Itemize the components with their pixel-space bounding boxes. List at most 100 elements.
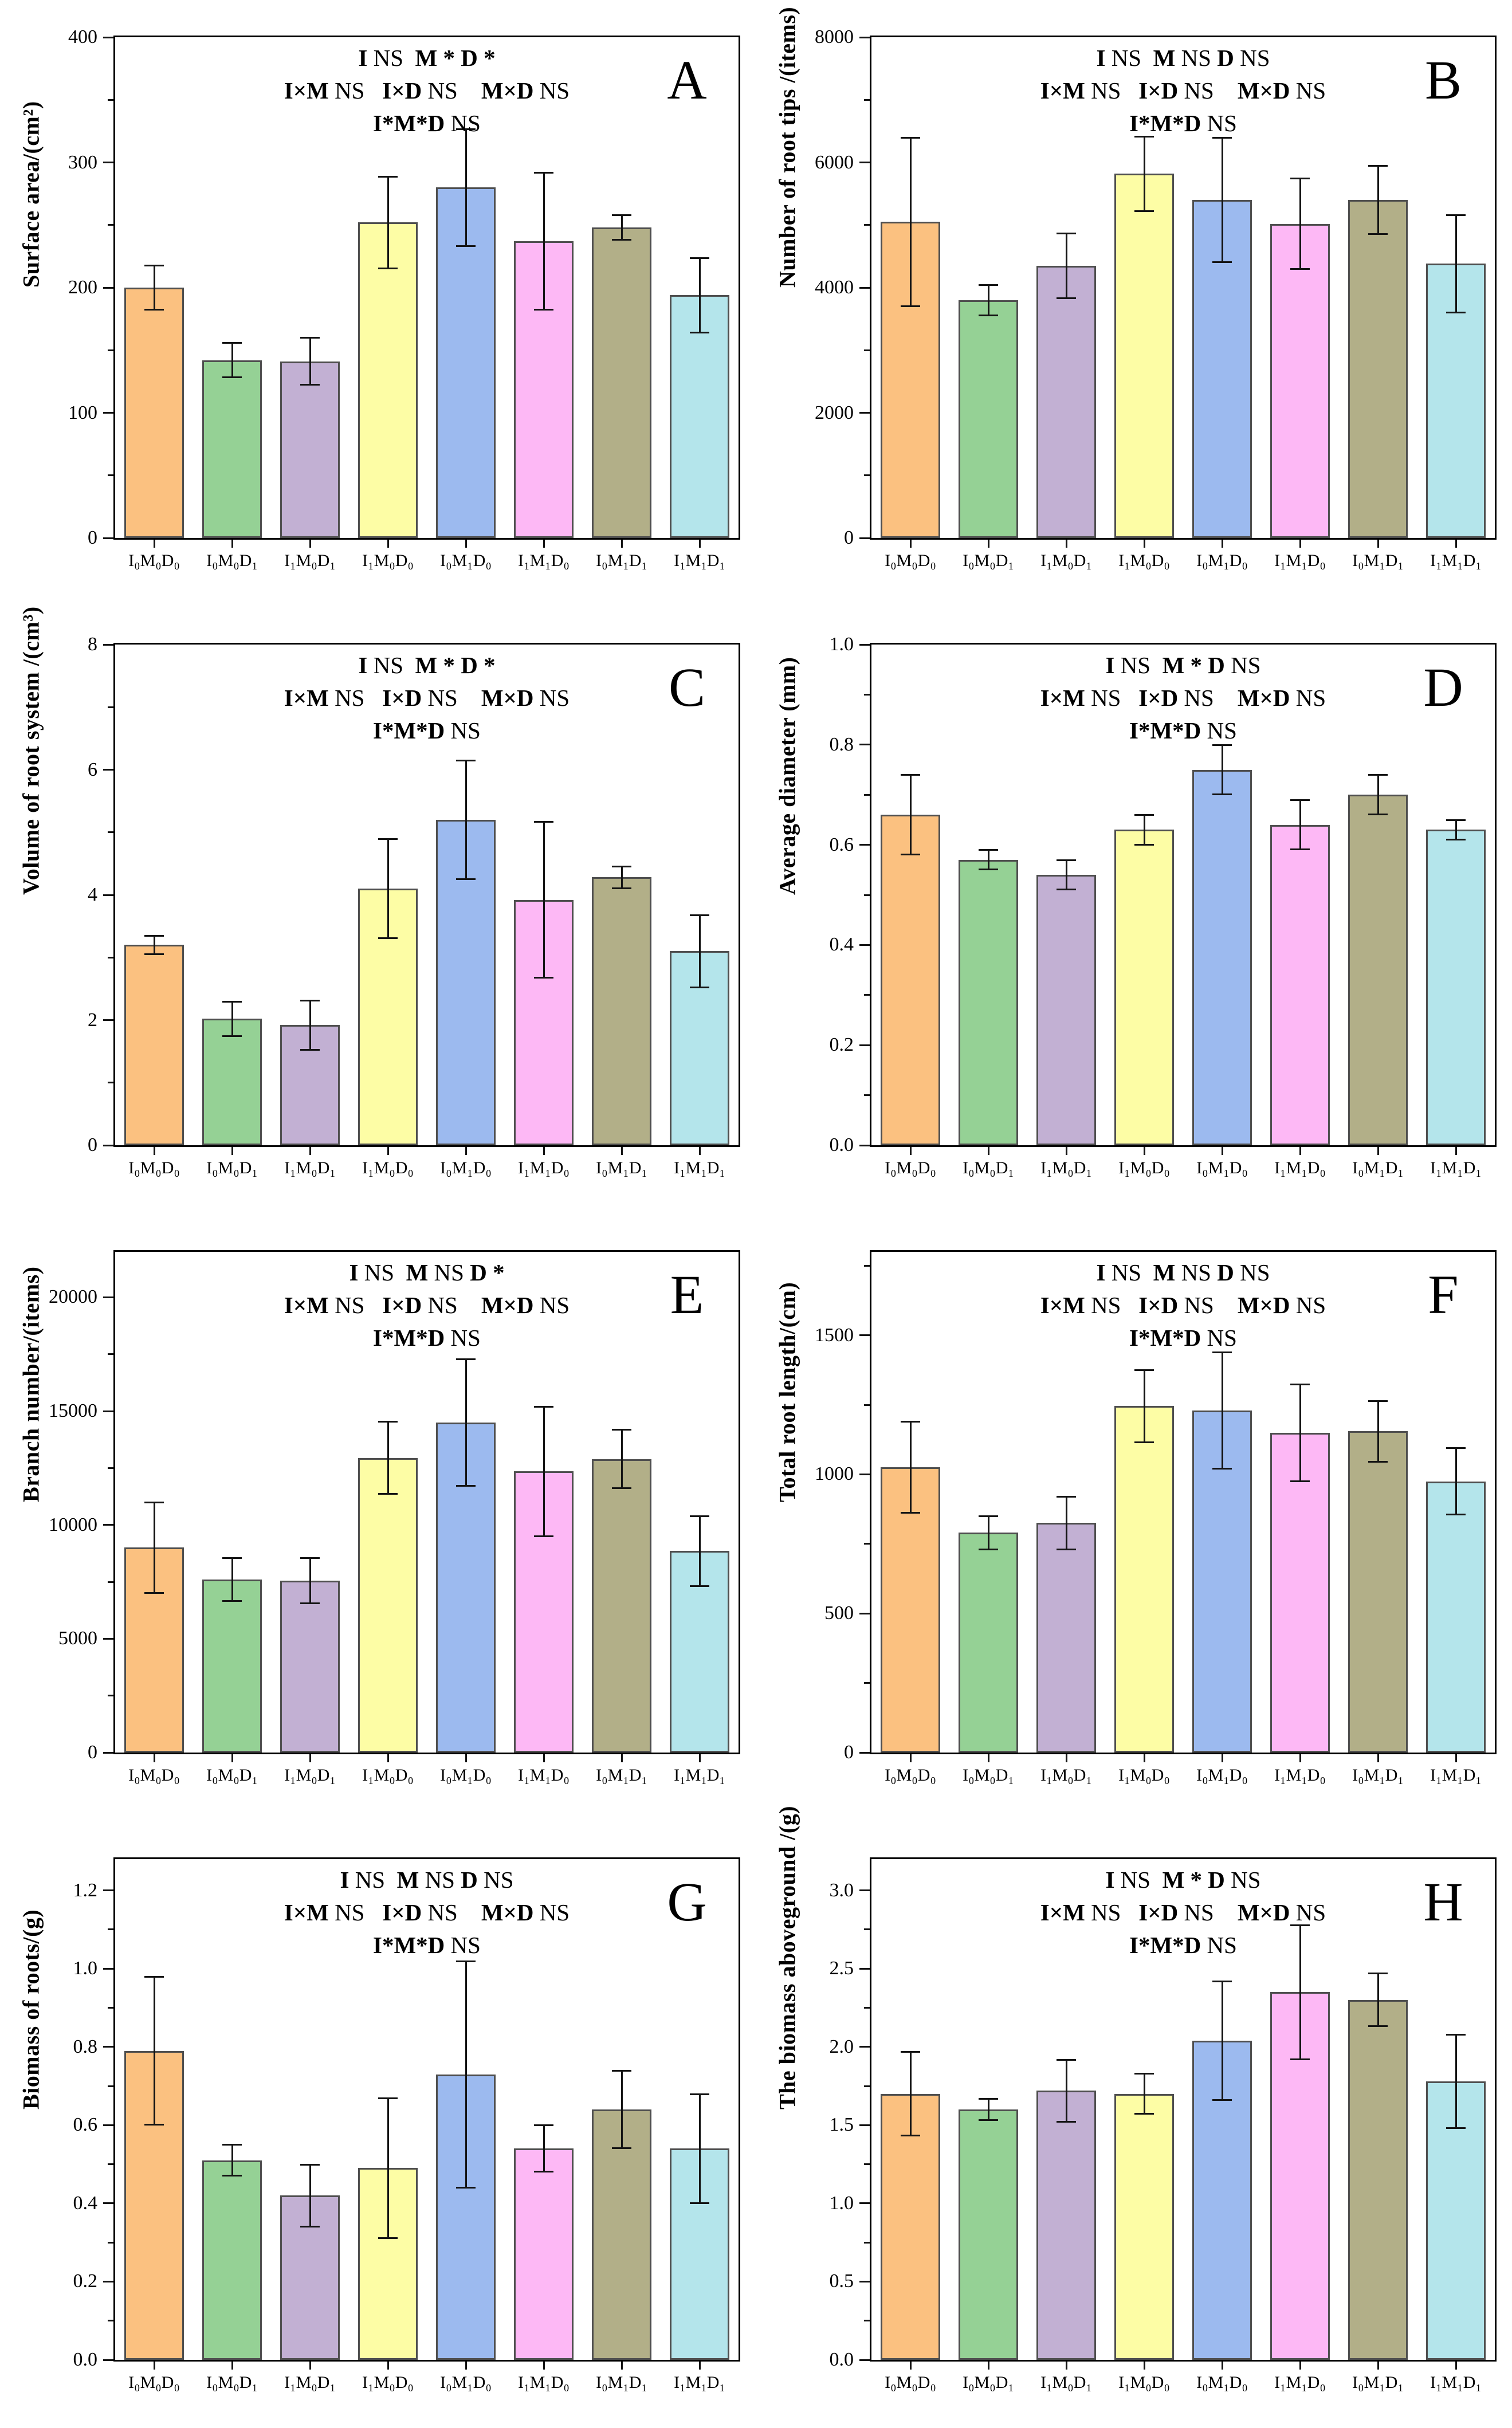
sig-factor: * — [484, 45, 496, 71]
error-bar-cap-top — [690, 914, 709, 916]
error-bar-cap-top — [1446, 1447, 1466, 1449]
error-bar-cap-bottom — [456, 1485, 476, 1487]
error-bar-cap-bottom — [1446, 838, 1466, 840]
y-tick-label: 1.0 — [829, 2192, 854, 2214]
error-bar-cap-top — [1057, 232, 1076, 234]
x-tick — [1299, 540, 1301, 548]
y-minor-tick — [108, 2320, 113, 2322]
bar-I₀M₀D₁ — [202, 1019, 262, 1145]
x-tick — [909, 1147, 912, 1155]
error-bar-cap-bottom — [901, 1512, 920, 1514]
error-bar — [987, 284, 989, 316]
significance-line: I×M NS I×D NS M×D NS — [115, 74, 739, 107]
sig-factor: M×D — [481, 685, 540, 711]
y-minor-tick — [864, 1682, 870, 1684]
error-bar-cap-bottom — [1290, 2058, 1310, 2060]
y-major-tick — [103, 2202, 113, 2205]
y-minor-tick — [108, 956, 113, 958]
bar-I₁M₁D₁ — [1426, 830, 1486, 1145]
y-tick-label: 0.8 — [73, 2036, 98, 2057]
x-tick — [1377, 1754, 1379, 1762]
y-major-tick — [859, 1473, 870, 1475]
error-bar-cap-top — [1290, 1383, 1310, 1385]
error-bar-cap-bottom — [979, 1548, 998, 1550]
sig-ns: NS — [335, 1899, 383, 1926]
error-bar-cap-bottom — [1212, 793, 1232, 796]
y-minor-tick — [108, 224, 113, 226]
y-tick-label: 1.0 — [73, 1958, 98, 1979]
sig-ns: NS — [335, 77, 383, 104]
error-bar-cap-top — [690, 1515, 709, 1517]
error-bar-cap-bottom — [1057, 2120, 1076, 2123]
error-bar-cap-top — [534, 171, 553, 174]
error-bar — [909, 1421, 912, 1514]
y-tick-label: 8 — [88, 634, 97, 655]
panel-E-chart: 0 5000 10000 15000 20000 I₀M₀D₀ I₀M₀D₁ I₁M₀D₁ I₁… — [0, 1215, 756, 1821]
y-major-tick — [103, 1410, 113, 1412]
x-tick-label: I₀M₁D₀ — [1196, 2373, 1248, 2392]
x-tick-label: I₀M₀D₀ — [128, 2373, 180, 2392]
y-minor-tick — [108, 1928, 113, 1931]
y-tick-label: 0.6 — [73, 2114, 98, 2136]
x-tick — [909, 540, 912, 548]
significance-annotation: I NS M NS D NS I×M NS I×D NS M×D NS I*M*D … — [115, 1864, 739, 1962]
error-bar-cap-bottom — [1057, 889, 1076, 891]
error-bar-cap-bottom — [690, 986, 709, 988]
x-tick-label: I₀M₀D₁ — [963, 551, 1014, 570]
sig-factor: I×M — [1040, 1292, 1091, 1318]
sig-ns: NS — [1181, 45, 1218, 71]
panel-A-chart: 0 100 200 300 400 I₀M₀D₀ I₀M₀D₁ I₁M₀D₁ I₁M₀D₀ I₀M… — [0, 0, 756, 606]
sig-ns: NS — [373, 652, 415, 678]
sig-factor: I*M*D — [373, 1325, 451, 1351]
x-tick-label: I₀M₁D₀ — [440, 2373, 492, 2392]
y-major-tick — [103, 1967, 113, 1970]
sig-factor: I — [358, 652, 374, 678]
x-tick — [465, 1754, 467, 1762]
sig-ns: NS — [434, 1259, 470, 1286]
x-tick — [698, 1754, 701, 1762]
y-minor-tick — [864, 1264, 870, 1267]
x-tick — [1455, 540, 1457, 548]
error-bar-cap-bottom — [378, 2237, 398, 2240]
x-tick-label: I₀M₀D₁ — [963, 2373, 1014, 2392]
error-bar — [465, 1961, 467, 2188]
y-tick-label: 0 — [88, 1134, 97, 1156]
sig-factor: I×D — [382, 77, 428, 104]
x-tick-label: I₁M₁D₀ — [1274, 551, 1326, 570]
sig-factor: I×M — [1040, 685, 1091, 711]
x-tick — [543, 1147, 545, 1155]
error-bar-cap-bottom — [1446, 2127, 1466, 2129]
error-bar-cap-top — [1368, 774, 1388, 776]
error-bar — [387, 176, 389, 269]
error-bar — [387, 2097, 389, 2239]
x-tick — [465, 1147, 467, 1155]
significance-line: I*M*D NS — [115, 714, 739, 747]
error-bar-cap-top — [1134, 1369, 1154, 1372]
error-bar-cap-top — [979, 284, 998, 286]
error-bar-cap-top — [1290, 799, 1310, 801]
bar-I₁M₁D₀ — [514, 2148, 574, 2360]
x-tick — [387, 1754, 389, 1762]
y-minor-tick — [864, 2320, 870, 2322]
significance-line: I NS M * D * — [115, 42, 739, 74]
error-bar-cap-top — [144, 1502, 164, 1503]
sig-factor: M×D — [1237, 685, 1296, 711]
bar-I₀M₀D₁ — [959, 1533, 1018, 1753]
y-minor-tick — [864, 1094, 870, 1097]
error-bar-cap-top — [1212, 1351, 1232, 1353]
significance-line: I×M NS I×D NS M×D NS — [871, 1289, 1495, 1322]
error-bar-cap-top — [1290, 1924, 1310, 1926]
y-major-tick — [859, 2202, 870, 2205]
x-tick-label: I₁M₁D₀ — [1274, 1158, 1326, 1177]
error-bar — [153, 936, 155, 954]
error-bar — [1299, 799, 1301, 850]
sig-factor: I×M — [1040, 77, 1091, 104]
x-tick-label: I₀M₀D₀ — [128, 1158, 180, 1177]
error-bar — [1221, 137, 1223, 263]
x-tick — [698, 1147, 701, 1155]
error-bar-cap-top — [1134, 814, 1154, 816]
x-tick — [1377, 1147, 1379, 1155]
error-bar-cap-bottom — [456, 878, 476, 880]
bar-I₁M₀D₀ — [1114, 2093, 1174, 2360]
x-tick — [543, 1754, 545, 1762]
